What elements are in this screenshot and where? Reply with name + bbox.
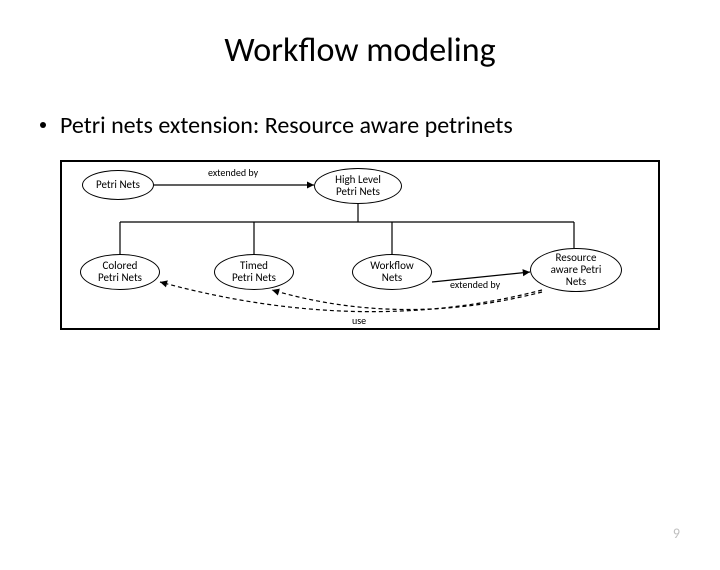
node-petri: Petri Nets [82,170,154,200]
bullet-dot-icon [40,122,46,128]
node-timed: TimedPetri Nets [214,254,294,290]
edge-line-9 [272,290,542,310]
edge-label-ext2: extended by [450,278,500,291]
bullet-item: Petri nets extension: Resource aware pet… [40,111,720,140]
diagram-frame: Petri Nets High LevelPetri Nets ColoredPet… [60,160,660,330]
node-colored: ColoredPetri Nets [80,254,160,290]
node-resource: Resourceaware PetriNets [530,248,622,292]
node-workflow: WorkflowNets [352,254,432,290]
slide-title: Workflow modeling [0,30,720,71]
page-number: 9 [673,525,680,542]
edge-label-ext1: extended by [208,166,258,179]
bullet-text: Petri nets extension: Resource aware pet… [60,111,513,140]
node-high: High LevelPetri Nets [314,168,402,204]
edge-label-use: use [352,314,366,327]
